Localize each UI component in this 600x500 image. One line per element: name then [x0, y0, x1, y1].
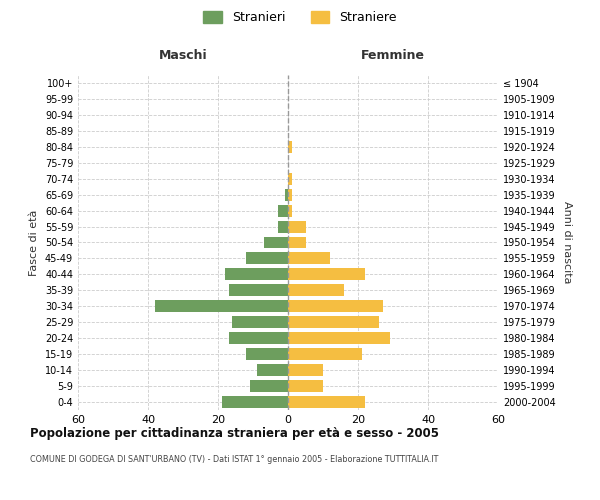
Bar — [288, 172, 292, 184]
Bar — [288, 268, 365, 280]
Bar — [263, 236, 288, 248]
Bar — [229, 332, 288, 344]
Bar — [288, 364, 323, 376]
Bar — [155, 300, 288, 312]
Bar — [246, 348, 288, 360]
Bar — [288, 236, 305, 248]
Text: Popolazione per cittadinanza straniera per età e sesso - 2005: Popolazione per cittadinanza straniera p… — [30, 428, 439, 440]
Bar — [288, 396, 365, 408]
Bar — [246, 252, 288, 264]
Bar — [288, 284, 344, 296]
Bar — [225, 268, 288, 280]
Bar — [288, 348, 361, 360]
Bar — [288, 220, 305, 232]
Bar — [250, 380, 288, 392]
Bar — [288, 141, 292, 153]
Bar — [284, 188, 288, 200]
Bar — [221, 396, 288, 408]
Text: Maschi: Maschi — [158, 50, 208, 62]
Bar — [288, 204, 292, 216]
Bar — [288, 380, 323, 392]
Bar — [288, 316, 379, 328]
Bar — [232, 316, 288, 328]
Bar — [229, 284, 288, 296]
Text: COMUNE DI GODEGA DI SANT'URBANO (TV) - Dati ISTAT 1° gennaio 2005 - Elaborazione: COMUNE DI GODEGA DI SANT'URBANO (TV) - D… — [30, 455, 439, 464]
Bar — [257, 364, 288, 376]
Legend: Stranieri, Straniere: Stranieri, Straniere — [203, 11, 397, 24]
Bar — [288, 188, 292, 200]
Bar — [288, 300, 383, 312]
Text: Femmine: Femmine — [361, 50, 425, 62]
Y-axis label: Anni di nascita: Anni di nascita — [562, 201, 572, 284]
Bar — [288, 252, 330, 264]
Bar — [277, 204, 288, 216]
Bar — [277, 220, 288, 232]
Y-axis label: Fasce di età: Fasce di età — [29, 210, 39, 276]
Bar — [288, 332, 389, 344]
